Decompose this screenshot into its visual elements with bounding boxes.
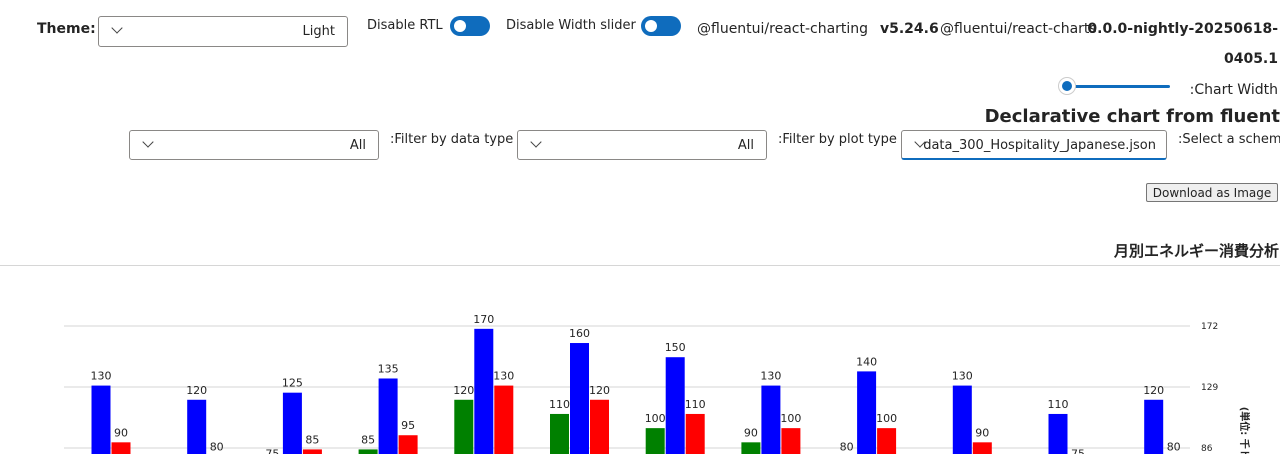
data-label: 140 — [856, 355, 877, 368]
y-tick-label: 129 — [1201, 383, 1218, 393]
bar — [570, 343, 589, 454]
data-label: 85 — [361, 433, 375, 446]
data-label: 135 — [378, 362, 399, 375]
data-type-value: All — [349, 138, 366, 153]
y-tick-label: 172 — [1201, 322, 1218, 332]
bar — [1144, 399, 1164, 454]
data-label: 110 — [685, 398, 706, 411]
data-label: 90 — [975, 426, 989, 439]
bar — [282, 392, 302, 454]
package-name: @fluentui/react-charts — [940, 21, 1097, 37]
rtl-toggle[interactable] — [450, 16, 490, 36]
bar — [972, 442, 992, 454]
data-label: 110 — [549, 398, 570, 411]
slider-track — [1068, 85, 1170, 88]
bar — [358, 449, 378, 454]
data-label: 120 — [1143, 384, 1164, 397]
schema-value: data_300_Hospitality_Japanese.json — [923, 138, 1156, 153]
bar — [550, 413, 569, 454]
data-label: 80 — [1167, 441, 1181, 454]
package-version: v5.24.6 — [880, 21, 939, 37]
data-label: 170 — [473, 313, 494, 326]
y-axis-title: (単位: 千トン) — [1238, 407, 1251, 454]
bar — [474, 328, 494, 454]
data-type-label: :Filter by data type — [390, 132, 514, 147]
theme-dropdown[interactable]: Light — [98, 16, 348, 47]
data-label: 150 — [665, 341, 686, 354]
bar — [645, 428, 665, 454]
data-label: 130 — [493, 370, 514, 383]
data-label: 110 — [1048, 398, 1069, 411]
schema-dropdown[interactable]: data_300_Hospitality_Japanese.json — [901, 130, 1167, 160]
theme-label: Theme: — [37, 21, 96, 37]
data-label: 120 — [589, 384, 610, 397]
data-label: 160 — [569, 327, 590, 340]
data-label: 80 — [210, 441, 224, 454]
data-label: 95 — [401, 419, 415, 432]
data-label: 130 — [952, 370, 973, 383]
theme-value: Light — [302, 24, 335, 39]
heading: Declarative chart from fluent — [984, 106, 1280, 127]
data-label: 75 — [1071, 448, 1085, 454]
data-label: 90 — [744, 426, 758, 439]
divider — [0, 265, 1280, 266]
bar — [398, 435, 418, 454]
bar — [378, 378, 398, 454]
rtl-label: Disable RTL — [367, 18, 443, 33]
data-label: 130 — [91, 370, 112, 383]
bar — [494, 385, 514, 454]
width-slider-label: Disable Width slider — [506, 18, 636, 33]
data-label: 100 — [645, 412, 666, 425]
bar — [111, 442, 131, 454]
package-version: 0.0.0-nightly-20250618- — [1087, 21, 1278, 37]
bar — [781, 428, 801, 454]
data-label: 90 — [114, 426, 128, 439]
bar — [302, 449, 322, 454]
bar — [454, 399, 474, 454]
schema-label: :Select a schema — [1178, 132, 1280, 147]
data-label: 100 — [876, 412, 897, 425]
bar — [741, 442, 761, 454]
slider-thumb[interactable] — [1058, 77, 1076, 95]
chart-width-label: :Chart Width — [1189, 82, 1278, 98]
data-label: 100 — [780, 412, 801, 425]
package-name: @fluentui/react-charting — [697, 21, 869, 37]
download-button[interactable]: Download as Image — [1146, 183, 1278, 202]
data-label: 120 — [453, 384, 474, 397]
bar — [91, 385, 111, 454]
data-label: 80 — [840, 441, 854, 454]
bar — [685, 413, 705, 454]
width-toggle[interactable] — [641, 16, 681, 36]
y-tick-label: 86 — [1201, 444, 1213, 454]
package-version: 0405.1 — [1223, 51, 1278, 67]
plot-type-value: All — [737, 138, 754, 153]
plot-type-label: :Filter by plot type — [778, 132, 897, 147]
bar — [857, 371, 877, 454]
bar — [590, 399, 609, 454]
data-type-dropdown[interactable]: All — [129, 130, 379, 160]
bar — [665, 357, 685, 454]
chart-title: 月別エネルギー消費分析 — [1113, 242, 1279, 260]
bar — [877, 428, 897, 454]
data-label: 125 — [282, 377, 303, 390]
bar — [187, 399, 207, 454]
bar — [761, 385, 781, 454]
data-label: 120 — [186, 384, 207, 397]
data-label: 75 — [265, 448, 279, 454]
bar — [1048, 413, 1068, 454]
data-label: 130 — [760, 370, 781, 383]
data-label: 85 — [305, 433, 319, 446]
bar — [952, 385, 972, 454]
plot-type-dropdown[interactable]: All — [517, 130, 767, 160]
